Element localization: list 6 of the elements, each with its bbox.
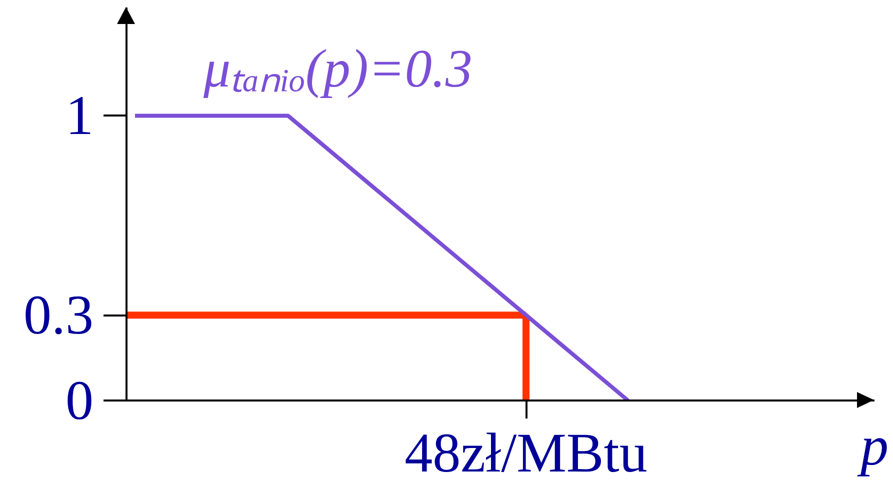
y-tick-label: 0 (66, 370, 94, 432)
text: μₜₐₙᵢₒ(p)=0.3 (202, 38, 472, 98)
x-axis-title: p (856, 416, 888, 478)
y-tick-label: 0.3 (24, 284, 94, 347)
x-tick-label: 48zł/MBtu (404, 422, 648, 484)
y-tick-label: 1 (66, 85, 94, 148)
